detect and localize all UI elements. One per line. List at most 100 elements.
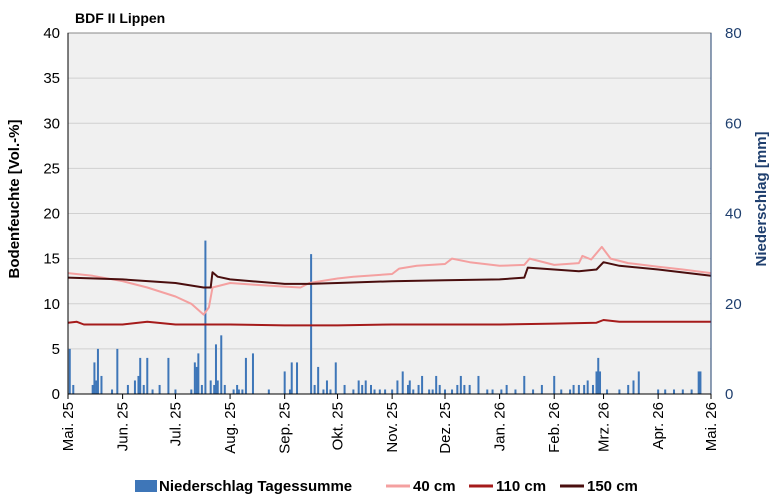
x-tick-label: Jul. 25 — [167, 402, 184, 446]
precip-bar — [637, 371, 640, 394]
precip-bar — [329, 389, 332, 394]
precip-bar — [193, 362, 196, 394]
precip-bar — [443, 389, 446, 394]
gridlines — [68, 77, 711, 350]
legend-label-150-cm: 150 cm — [587, 478, 638, 495]
precip-bar — [599, 371, 602, 394]
precip-bar — [673, 389, 676, 394]
precip-bar — [396, 380, 399, 394]
x-tick-label: Aug. 25 — [222, 402, 239, 454]
precip-bar — [142, 384, 145, 394]
precip-bar — [491, 389, 494, 394]
precip-bar — [111, 389, 114, 394]
precip-bar — [72, 384, 75, 394]
precip-bar — [431, 389, 434, 394]
precip-bar — [391, 389, 394, 394]
precip-bar — [560, 389, 563, 394]
precip-bar — [690, 389, 693, 394]
precip-bar — [463, 384, 466, 394]
precip-bar — [597, 357, 600, 394]
y-tick-30: 30 — [43, 115, 60, 132]
precip-bar — [195, 366, 198, 394]
precip-bar — [357, 380, 360, 394]
precip-bar — [408, 380, 411, 394]
precip-bar — [352, 389, 355, 394]
precip-bar — [100, 375, 103, 394]
y2-tick-80: 80 — [725, 25, 742, 42]
legend-swatch-precip — [135, 480, 157, 492]
x-tick-label: Mai. 25 — [60, 402, 77, 451]
precip-bar — [216, 380, 219, 394]
precip-bar — [540, 384, 543, 394]
precip-bar — [586, 380, 589, 394]
precip-bar — [569, 389, 572, 394]
precip-bar — [532, 389, 535, 394]
x-tick-label: Mai. 26 — [703, 402, 720, 451]
precip-bar — [223, 384, 226, 394]
precip-bar — [699, 371, 702, 394]
y-tick-35: 35 — [43, 70, 60, 87]
y2-tick-20: 20 — [725, 296, 742, 313]
x-tick-label: Jan. 26 — [492, 402, 509, 451]
x-tick-label: Mrz. 26 — [596, 402, 613, 452]
series-line-150-cm — [67, 261, 712, 289]
y-tick-20: 20 — [43, 206, 60, 223]
precip-bar — [204, 240, 207, 394]
precip-bar — [435, 375, 438, 394]
precip-bar — [133, 380, 136, 394]
precip-bar — [200, 384, 203, 394]
precip-bar — [334, 362, 337, 394]
precip-bar — [151, 389, 154, 394]
precip-bar — [167, 357, 170, 394]
precip-bar — [288, 389, 291, 394]
legend-label-40-cm: 40 cm — [413, 478, 456, 495]
y2-tick-0: 0 — [725, 386, 733, 403]
precip-bar — [627, 384, 630, 394]
y2-tick-40: 40 — [725, 206, 742, 223]
precip-bar — [606, 389, 609, 394]
y-tick-10: 10 — [43, 296, 60, 313]
precip-bar — [459, 375, 462, 394]
precip-bar — [523, 375, 526, 394]
precip-bar — [214, 344, 217, 394]
x-tick-label: Apr. 26 — [650, 402, 667, 450]
precip-bar — [241, 389, 244, 394]
precip-bar — [505, 384, 508, 394]
precip-bar — [96, 348, 99, 394]
precip-bar — [553, 375, 556, 394]
right-tick-labels: 0 20 40 60 80 — [725, 25, 742, 403]
precip-bar — [190, 389, 193, 394]
precip-bar — [477, 375, 480, 394]
x-tick-label: Nov. 25 — [384, 402, 401, 453]
y2-tick-60: 60 — [725, 115, 742, 132]
precip-bar — [236, 384, 239, 394]
precip-bar — [417, 384, 420, 394]
precip-bar — [577, 384, 580, 394]
axes — [67, 33, 712, 399]
legend-label-110-cm: 110 cm — [496, 478, 546, 495]
precip-bar — [322, 389, 325, 394]
precip-bar — [197, 353, 200, 394]
precip-bar — [317, 366, 320, 394]
precip-bar — [681, 389, 684, 394]
precip-bar — [68, 348, 71, 394]
precip-bar — [137, 375, 140, 394]
precip-bar — [244, 357, 247, 394]
y-tick-5: 5 — [52, 341, 60, 358]
precip-bar — [213, 384, 216, 394]
precip-bar — [116, 348, 119, 394]
precip-bar — [595, 371, 598, 394]
precip-bar — [95, 380, 98, 394]
precipitation-bars — [68, 240, 702, 394]
precip-bar — [632, 380, 635, 394]
precip-bar — [697, 371, 700, 394]
x-tick-label: Jun. 25 — [115, 402, 132, 451]
y-tick-25: 25 — [43, 160, 60, 177]
precip-bar — [174, 389, 177, 394]
precip-bar — [468, 384, 471, 394]
x-tick-label: Feb. 26 — [546, 402, 563, 453]
precip-bar — [158, 384, 161, 394]
precip-bar — [364, 380, 367, 394]
precip-bar — [412, 389, 415, 394]
